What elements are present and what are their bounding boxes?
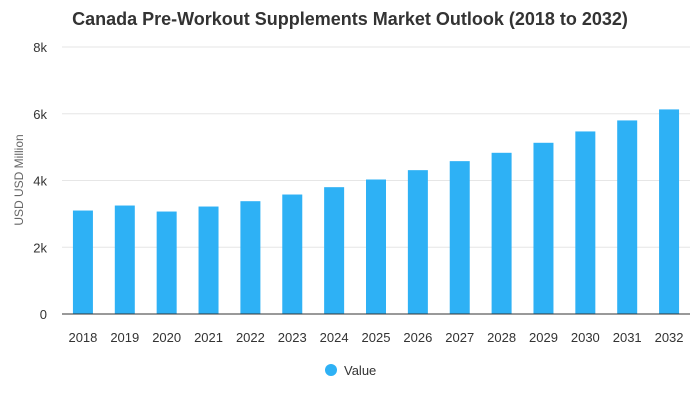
y-axis-ticks: 0 2k 4k 6k 8k xyxy=(33,40,47,322)
bars xyxy=(72,109,680,314)
x-tick-label: 2026 xyxy=(403,330,432,345)
chart-title: Canada Pre-Workout Supplements Market Ou… xyxy=(72,9,628,29)
bar-2031[interactable] xyxy=(617,120,638,314)
x-tick-label: 2028 xyxy=(487,330,516,345)
bar-2028[interactable] xyxy=(491,152,512,314)
bar-2024[interactable] xyxy=(324,187,345,314)
x-tick-label: 2019 xyxy=(110,330,139,345)
legend-label-value: Value xyxy=(344,363,376,378)
y-tick-label: 4k xyxy=(33,174,47,189)
bar-2020[interactable] xyxy=(156,211,177,314)
y-tick-label: 0 xyxy=(40,307,47,322)
x-axis-ticks: 2018 2019 2020 2021 2022 2023 2024 2025 2026 2027… xyxy=(68,330,683,345)
x-tick-label: 2029 xyxy=(529,330,558,345)
x-tick-label: 2022 xyxy=(236,330,265,345)
x-tick-label: 2025 xyxy=(362,330,391,345)
bar-2030[interactable] xyxy=(575,131,596,314)
y-axis-title: USD USD Million xyxy=(12,134,26,225)
bar-2019[interactable] xyxy=(114,205,135,314)
y-tick-label: 8k xyxy=(33,40,47,55)
x-tick-label: 2031 xyxy=(613,330,642,345)
bar-2025[interactable] xyxy=(366,179,386,314)
bar-2026[interactable] xyxy=(407,170,428,314)
bar-2021[interactable] xyxy=(198,206,219,314)
bar-2018[interactable] xyxy=(72,210,93,314)
x-tick-label: 2023 xyxy=(278,330,307,345)
bar-2029[interactable] xyxy=(533,142,554,314)
bar-2023[interactable] xyxy=(282,194,303,314)
x-tick-label: 2024 xyxy=(320,330,349,345)
legend[interactable]: Value xyxy=(325,363,376,378)
x-tick-label: 2018 xyxy=(68,330,97,345)
bar-2032[interactable] xyxy=(659,109,680,314)
bar-2027[interactable] xyxy=(449,161,470,314)
x-tick-label: 2030 xyxy=(571,330,600,345)
legend-marker-value xyxy=(325,364,337,376)
x-tick-label: 2020 xyxy=(152,330,181,345)
x-tick-label: 2021 xyxy=(194,330,223,345)
bar-2022[interactable] xyxy=(240,201,261,314)
x-tick-label: 2027 xyxy=(445,330,474,345)
y-tick-label: 6k xyxy=(33,107,47,122)
y-tick-label: 2k xyxy=(33,240,47,255)
x-tick-label: 2032 xyxy=(655,330,684,345)
